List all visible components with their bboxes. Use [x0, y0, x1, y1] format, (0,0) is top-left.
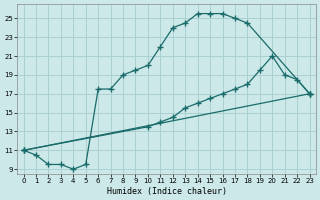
X-axis label: Humidex (Indice chaleur): Humidex (Indice chaleur) — [107, 187, 227, 196]
